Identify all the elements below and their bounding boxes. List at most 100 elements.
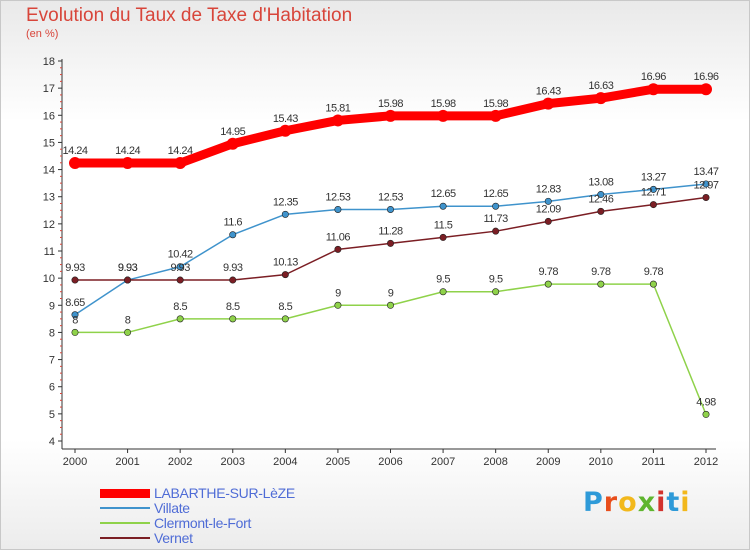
logo-letter: r (603, 487, 619, 518)
data-label: 9.78 (591, 266, 611, 278)
y-tick-label: 13 (43, 192, 55, 204)
data-label: 10.13 (273, 257, 298, 269)
legend-label: Villate (154, 500, 190, 516)
y-tick-label: 9 (49, 300, 55, 312)
data-label: 4.98 (696, 396, 716, 408)
x-tick-label: 2000 (63, 456, 87, 468)
data-point (386, 239, 394, 247)
legend-label: Clermont-le-Fort (154, 515, 252, 531)
data-label: 12.46 (588, 193, 613, 205)
data-label: 13.08 (588, 177, 613, 189)
data-label: 9 (388, 287, 394, 299)
data-label: 9.5 (489, 274, 503, 286)
legend-label: LABARTHE-SUR-LèZE (154, 485, 295, 501)
data-label: 12.83 (536, 183, 561, 195)
data-point (700, 83, 712, 96)
data-label: 12.71 (641, 187, 666, 199)
logo-letter: x (637, 487, 657, 518)
data-point (597, 280, 605, 288)
data-label: 9.93 (170, 262, 190, 274)
data-label: 15.98 (483, 98, 508, 110)
data-label: 16.96 (693, 71, 718, 83)
data-point (386, 205, 394, 213)
data-point (544, 197, 552, 205)
data-label: 9.93 (223, 262, 243, 274)
data-point (176, 276, 184, 284)
legend-swatch (100, 537, 150, 539)
data-label: 15.98 (431, 98, 456, 110)
data-point (649, 280, 657, 288)
data-point (647, 83, 660, 96)
data-label: 15.43 (273, 113, 298, 125)
data-point (437, 109, 450, 122)
x-tick-label: 2009 (536, 456, 560, 468)
data-label: 16.63 (588, 80, 613, 92)
x-tick-label: 2005 (326, 456, 350, 468)
data-point (176, 315, 184, 323)
data-point (176, 263, 184, 271)
data-point (542, 97, 555, 110)
data-label: 8.5 (278, 301, 292, 313)
data-label: 9.5 (436, 274, 450, 286)
logo-letter: o (618, 487, 638, 518)
data-point (597, 207, 605, 215)
y-tick-label: 6 (49, 382, 55, 394)
data-label: 12.35 (273, 196, 298, 208)
data-label: 11.28 (378, 225, 403, 237)
data-label: 13.47 (693, 166, 718, 178)
data-label: 12.09 (536, 203, 561, 215)
y-tick-label: 5 (49, 409, 55, 421)
data-point (124, 276, 132, 284)
data-label: 8 (125, 314, 131, 326)
data-label: 9.93 (65, 262, 85, 274)
data-label: 12.97 (693, 180, 718, 192)
data-point (71, 276, 79, 284)
data-point (279, 124, 292, 137)
logo-letter: i (680, 487, 691, 518)
data-point (649, 185, 657, 193)
x-tick-label: 2008 (483, 456, 507, 468)
data-label: 12.65 (483, 188, 508, 200)
data-label: 16.43 (536, 86, 561, 98)
logo-letter: t (666, 487, 681, 518)
data-point (489, 109, 502, 122)
x-tick-label: 2006 (378, 456, 402, 468)
data-point (439, 233, 447, 241)
data-label: 11.5 (434, 219, 453, 231)
proxiti-logo: Proxiti (583, 487, 691, 518)
data-label: 15.81 (325, 102, 350, 114)
data-label: 9.93 (118, 262, 138, 274)
data-point (544, 217, 552, 225)
legend-label: Vernet (154, 530, 193, 546)
y-tick-label: 11 (44, 246, 55, 258)
x-tick-label: 2001 (115, 456, 139, 468)
data-point (702, 180, 710, 188)
data-label: 14.24 (168, 145, 193, 157)
data-point (281, 271, 289, 279)
y-tick-label: 17 (43, 83, 55, 95)
data-label: 14.24 (115, 145, 140, 157)
legend-swatch (100, 488, 150, 498)
data-label: 11.73 (484, 213, 509, 225)
data-point (229, 231, 237, 239)
data-point (544, 280, 552, 288)
data-point (649, 201, 657, 209)
data-label: 12.53 (378, 191, 403, 203)
data-point (226, 137, 239, 150)
data-point (71, 311, 79, 319)
x-tick-label: 2011 (642, 456, 666, 468)
data-label: 12.65 (431, 188, 456, 200)
data-point (334, 245, 342, 253)
data-point (386, 301, 394, 309)
data-point (492, 202, 500, 210)
y-tick-label: 16 (43, 110, 55, 122)
data-label: 8.5 (173, 301, 187, 313)
data-point (124, 328, 132, 336)
data-label: 9.93 (118, 262, 138, 274)
data-label: 14.95 (220, 126, 245, 138)
data-label: 8.65 (65, 297, 85, 309)
data-label: 14.24 (62, 145, 87, 157)
data-label: 11.06 (326, 231, 351, 243)
data-label: 10.42 (168, 249, 193, 261)
